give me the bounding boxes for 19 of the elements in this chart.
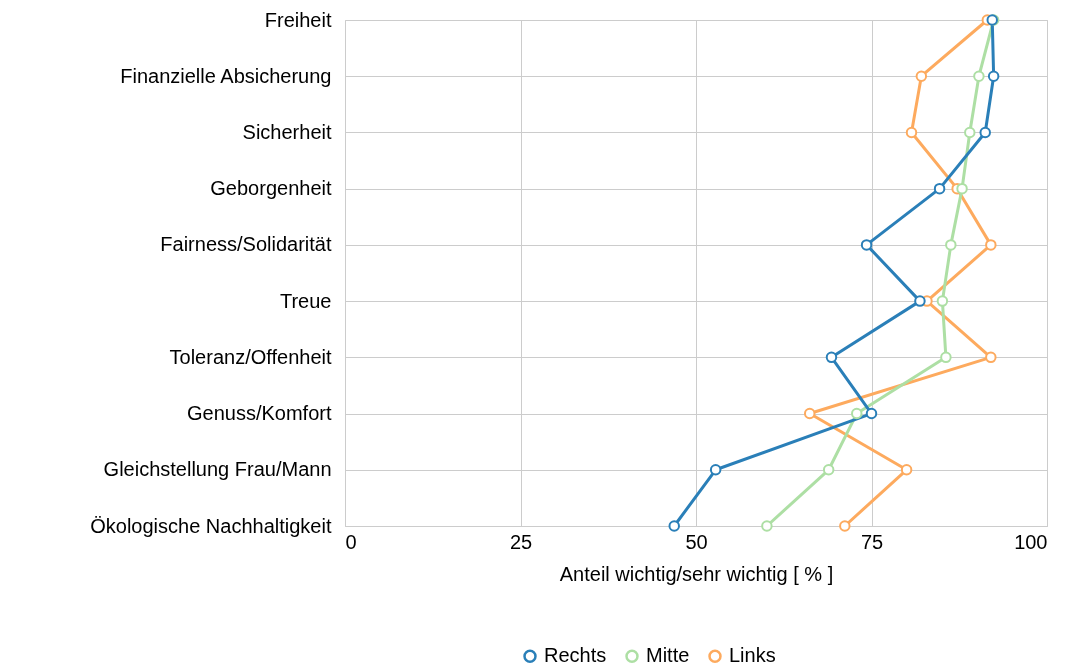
- legend-label: Links: [729, 644, 776, 667]
- y-tick-label: Ökologische Nachhaltigkeit: [90, 514, 332, 537]
- x-axis-title: Anteil wichtig/sehr wichtig [ % ]: [559, 562, 834, 585]
- legend-label: Mitte: [646, 644, 690, 667]
- legend-label: Rechts: [544, 644, 607, 667]
- y-tick-label: Finanzielle Absicherung: [120, 64, 332, 87]
- x-tick-label: 50: [685, 530, 708, 553]
- x-tick-label: 25: [509, 530, 533, 553]
- y-tick-label: Fairness/Solidarität: [160, 233, 332, 256]
- y-tick-label: Gleichstellung Frau/Mann: [103, 458, 332, 481]
- y-tick-label: Genuss/Komfort: [186, 402, 332, 425]
- y-tick-label: Freiheit: [264, 8, 332, 31]
- y-tick-label: Geborgenheit: [210, 177, 332, 200]
- y-tick-label: Toleranz/Offenheit: [169, 345, 332, 368]
- y-tick-label: Sicherheit: [242, 120, 332, 143]
- y-tick-label: Treue: [279, 289, 332, 312]
- x-tick-label: 100: [1014, 530, 1048, 553]
- x-tick-label: 0: [345, 530, 357, 553]
- x-tick-label: 75: [860, 530, 884, 553]
